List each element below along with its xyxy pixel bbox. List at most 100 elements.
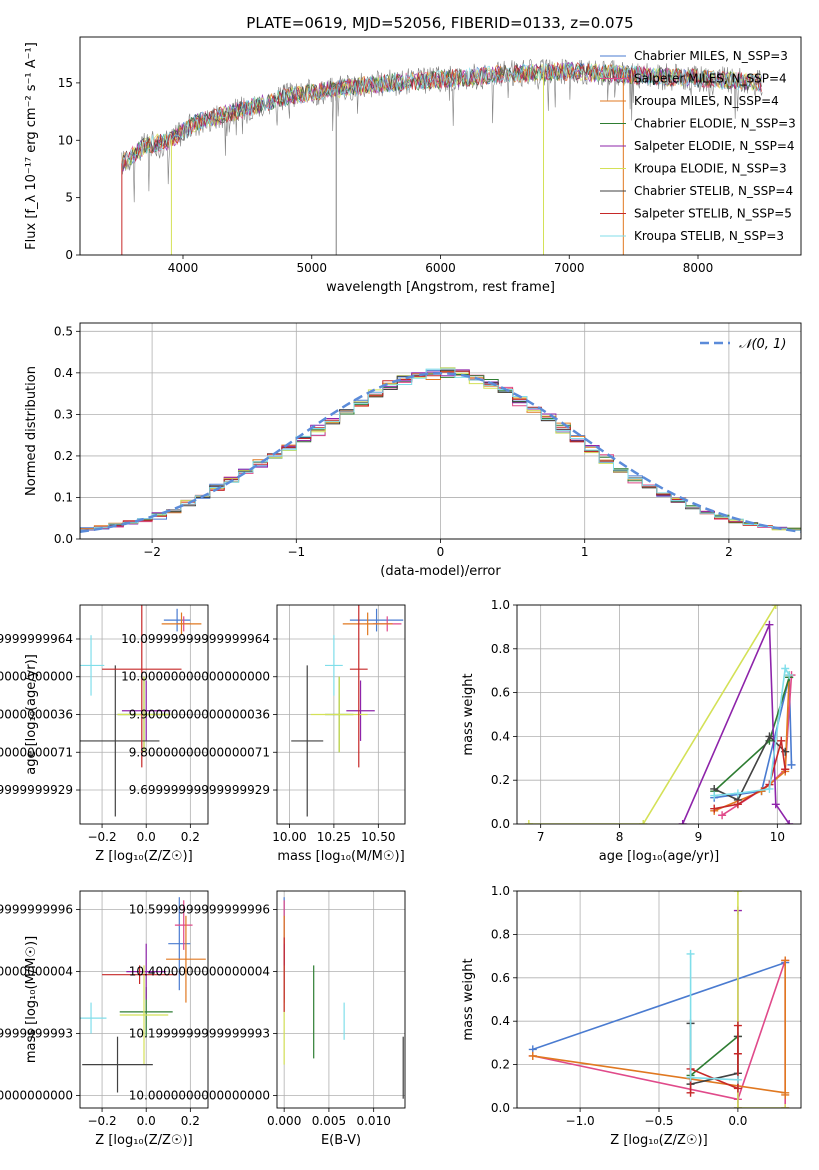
weight-point-marker xyxy=(733,789,742,798)
weight-point-marker xyxy=(686,1073,695,1082)
legend-entry: Salpeter ELODIE, N_SSP=4 xyxy=(634,139,795,153)
y-tick-label: 0.4 xyxy=(54,366,73,380)
weight-point-marker xyxy=(781,956,790,965)
plot-area xyxy=(524,605,796,824)
legend-entry: Chabrier MILES, N_SSP=3 xyxy=(634,49,788,63)
y-tick-label: 0 xyxy=(65,248,73,262)
axes-frame xyxy=(516,890,802,1109)
axes-frame xyxy=(276,890,406,1109)
x-tick-label: 4000 xyxy=(168,261,199,275)
weight-series-line xyxy=(690,1035,739,1077)
weight-point-marker xyxy=(787,760,796,769)
weight-point-marker xyxy=(528,1051,537,1060)
weight-series-line xyxy=(689,953,738,1081)
weight-point-marker xyxy=(785,820,794,824)
x-axis-label: Z [log₁₀(Z/Z☉)] xyxy=(95,1133,192,1148)
y-tick-label: 10.1999999999999993 xyxy=(0,1027,73,1041)
weight-point-marker xyxy=(765,620,774,629)
x-tick-label: 8 xyxy=(616,830,624,844)
y-axis-label: mass weight xyxy=(461,958,476,1040)
weight-point-marker xyxy=(781,1090,790,1099)
legend-entry: Salpeter STELIB, N_SSP=5 xyxy=(634,207,792,221)
axes-frame xyxy=(79,36,802,256)
y-tick-label: 0.5 xyxy=(54,324,73,338)
weight-series-line xyxy=(737,891,786,1108)
x-axis-label: age [log₁₀(age/yr)] xyxy=(599,849,720,864)
plot-area xyxy=(80,897,206,1093)
y-tick-label: 10.09999999999999964 xyxy=(121,632,270,646)
x-tick-label: 0.005 xyxy=(312,1114,346,1128)
plot-area xyxy=(80,367,801,533)
x-tick-label: 8000 xyxy=(683,261,714,275)
y-tick-label: 0.2 xyxy=(491,1058,510,1072)
x-tick-label: 10.50 xyxy=(361,830,395,844)
weight-point-marker xyxy=(733,1104,742,1108)
x-axis-label: Z [log₁₀(Z/Z☉)] xyxy=(95,849,192,864)
weight-point-marker xyxy=(765,784,774,793)
chart-residuals: −2 −1 0 1 2 0.0 0.1 0.2 0.3 0.4 0.5 (data-model)/er… xyxy=(24,322,802,579)
y-tick-label: 9.69999999999999929 xyxy=(0,783,73,797)
legend-entry: Salpeter MILES, N_SSP=4 xyxy=(634,72,787,86)
x-axis-label: mass [log₁₀(M/M☉)] xyxy=(277,849,404,864)
y-axis-label: Normed distribution xyxy=(24,366,39,496)
weight-point-marker xyxy=(733,1049,742,1058)
plot-area xyxy=(80,605,202,817)
y-tick-label: 0.3 xyxy=(54,407,73,421)
weight-series-line xyxy=(528,605,777,824)
legend-entry: Chabrier STELIB, N_SSP=4 xyxy=(634,184,793,198)
y-tick-label: 0.8 xyxy=(491,642,510,656)
y-tick-label: 0.0 xyxy=(491,1101,510,1115)
x-tick-label: 10.00 xyxy=(272,830,306,844)
x-tick-label: 7 xyxy=(537,830,545,844)
x-tick-label: 0.0 xyxy=(728,1114,747,1128)
weight-series-line xyxy=(532,961,786,1051)
figure-title: PLATE=0619, MJD=52056, FIBERID=0133, z=0… xyxy=(246,14,633,32)
y-tick-label: 0.8 xyxy=(491,927,510,941)
y-axis-label: age [log₁₀(age/yr)] xyxy=(24,654,39,775)
x-tick-label: −1 xyxy=(287,545,305,559)
weight-point-marker xyxy=(781,765,790,774)
error-bar-point xyxy=(349,608,404,632)
weight-point-marker xyxy=(718,811,727,820)
x-axis-label: E(B-V) xyxy=(321,1133,361,1148)
error-bar-point xyxy=(102,965,178,984)
weight-series-line xyxy=(713,677,790,792)
weight-point-marker xyxy=(785,671,794,680)
y-tick-label: 0.6 xyxy=(491,686,510,700)
chart-massweight-vs-Z: −1.0 −0.5 0.0 0.0 0.2 0.4 0.6 0.8 1.0 Z [log₁₀(Z/… xyxy=(461,884,802,1148)
error-bar-point xyxy=(119,965,169,1065)
x-tick-label: 0.0 xyxy=(137,1114,156,1128)
error-bar-point xyxy=(80,635,105,696)
normal-curve xyxy=(80,372,801,533)
error-bar-point xyxy=(346,680,375,741)
error-bar-point xyxy=(80,1002,107,1034)
error-bar-point xyxy=(102,605,182,768)
y-tick-label: 0.1 xyxy=(54,490,73,504)
x-tick-label: −1.0 xyxy=(566,1114,595,1128)
x-tick-label: 10.25 xyxy=(317,830,351,844)
x-axis-label: Z [log₁₀(Z/Z☉)] xyxy=(610,1133,707,1148)
x-tick-label: 10 xyxy=(770,830,785,844)
chart-mass-vs-Z: −0.2 0.0 0.2 10.0000000000000000 10.19999999… xyxy=(0,890,209,1148)
y-tick-label: 0.4 xyxy=(491,729,510,743)
x-tick-label: 5000 xyxy=(296,261,327,275)
x-tick-label: 9 xyxy=(695,830,703,844)
y-tick-label: 5 xyxy=(65,191,73,205)
weight-point-marker xyxy=(777,736,786,745)
chart-spectrum: 4000 5000 6000 7000 8000 0 5 10 15 wavelength [An… xyxy=(24,36,802,295)
y-tick-label: 9.80000000000000071 xyxy=(0,745,73,759)
axes-frame xyxy=(79,604,209,825)
error-bar-point xyxy=(168,897,191,991)
x-tick-label: 2 xyxy=(725,545,733,559)
x-tick-label: 0.2 xyxy=(181,1114,200,1128)
x-tick-label: 6000 xyxy=(425,261,456,275)
y-tick-label: 0.2 xyxy=(54,449,73,463)
y-tick-label: 10.1999999999999993 xyxy=(129,1027,270,1041)
weight-point-marker xyxy=(781,664,790,673)
y-tick-label: 9.69999999999999929 xyxy=(129,783,270,797)
chart-massweight-vs-age: 7 8 9 10 0.0 0.2 0.4 0.6 0.8 1.0 age [log₁₀(age/yr… xyxy=(461,598,802,864)
x-tick-label: 7000 xyxy=(554,261,585,275)
x-tick-label: −2 xyxy=(143,545,161,559)
y-axis-label: Flux [f_λ 10⁻¹⁷ erg cm⁻² s⁻¹ A⁻¹] xyxy=(24,42,39,250)
axes-frame xyxy=(79,322,802,540)
